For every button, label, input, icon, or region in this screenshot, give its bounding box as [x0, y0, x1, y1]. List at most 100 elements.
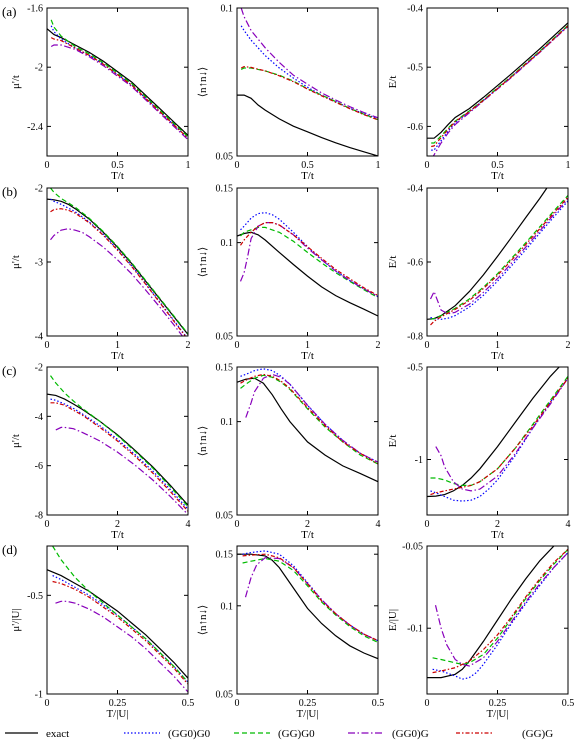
x-tick-label: 0 [425, 340, 430, 351]
y-tick-label: -0.6 [407, 122, 423, 133]
y-tick-label: -0.6 [407, 258, 423, 269]
x-tick-label: 0.5 [372, 698, 385, 709]
panel-12: 0 0.25 0.5 -0.05 -0.1 T/|U| E/|U| [387, 542, 574, 721]
series-gg0-g0 [242, 550, 378, 642]
plot-frame [426, 187, 569, 337]
x-tick-label: 0.5 [562, 698, 575, 709]
y-tick-label: 0.05 [216, 511, 234, 522]
y-tick-label: -4 [35, 412, 43, 423]
x-tick-label: 0 [425, 519, 430, 530]
series-exact [427, 367, 560, 498]
panel-8-series [237, 368, 378, 483]
x-tick-label: 2 [115, 519, 120, 530]
x-tick-label: 0.25 [489, 698, 507, 709]
x-tick-label: 0 [235, 698, 240, 709]
y-tick-label: 0.1 [221, 238, 234, 249]
y-tick-label: -0.5 [27, 591, 43, 602]
y-axis-label: ⟨n↑n↓⟩ [197, 605, 209, 636]
y-axis-label: E/t [387, 76, 399, 89]
y-axis-label: E/t [387, 256, 399, 269]
panel-12-series [427, 546, 568, 680]
series-gg-g [52, 580, 188, 685]
x-tick-label: 2 [305, 519, 310, 530]
row-label: (d) [2, 542, 17, 557]
x-axis-label: T/t [491, 170, 504, 182]
x-tick-label: 0 [45, 340, 50, 351]
x-axis-label: T/t [111, 170, 124, 182]
x-tick-label: 0 [235, 160, 240, 171]
y-axis-label: μ'/t [10, 255, 22, 269]
legend-entry-gg0g0: (GG0)G0 [124, 728, 211, 740]
series-gg-g0 [240, 374, 378, 465]
panel-4: 0 1 2 -2 -3 -4 T/t μ'/t (b) [2, 184, 191, 363]
series-exact [237, 377, 378, 483]
series-gg0-g [245, 373, 378, 463]
series-gg-g0 [240, 67, 378, 121]
series-gg-g0 [50, 19, 188, 138]
y-tick-label: -1 [415, 455, 423, 466]
series-gg-g [240, 373, 378, 465]
series-gg-g [50, 402, 188, 512]
panels: 0 0.5 1 -1.6 -2 -2.4 T/t μ'/t (a) 0 0.5 1 0.05 0.1 T/t… [2, 4, 574, 721]
y-tick-label: -6 [35, 461, 43, 472]
y-tick-label: -0.4 [407, 184, 423, 195]
x-axis-label: T/t [111, 529, 124, 541]
x-tick-label: 1 [495, 340, 500, 351]
panel-8: 0 2 4 0.05 0.1 0.15 T/t ⟨n↑n↓⟩ [197, 363, 381, 542]
y-tick-label: -0.1 [407, 624, 423, 635]
legend-label-gg0g: (GG0)G [392, 728, 429, 740]
panel-5-series [237, 211, 378, 317]
x-tick-label: 0 [425, 698, 430, 709]
series-gg0-g [434, 552, 568, 667]
y-axis-label: ⟨n↑n↓⟩ [197, 67, 209, 98]
panel-2-series [237, 8, 378, 156]
series-gg0-g0 [432, 552, 568, 680]
series-exact [237, 94, 378, 156]
y-tick-label: 0.1 [221, 601, 234, 612]
y-tick-label: -0.8 [407, 332, 423, 343]
y-tick-label: -0.5 [407, 63, 423, 74]
x-axis-label: T/|U| [296, 708, 318, 720]
series-gg-g0 [50, 375, 188, 507]
series-gg0-g [244, 557, 378, 642]
series-gg-g [242, 553, 378, 642]
x-tick-label: 4 [566, 519, 571, 530]
series-exact [427, 546, 555, 679]
legend-label-exact: exact [46, 728, 69, 740]
series-gg-g0 [50, 188, 188, 335]
y-tick-label: 0.1 [221, 417, 234, 428]
x-tick-label: 0 [45, 160, 50, 171]
x-tick-label: 0.25 [299, 698, 317, 709]
x-axis-label: T/|U| [106, 708, 128, 720]
x-tick-label: 0 [235, 340, 240, 351]
y-axis-label: μ'/|U| [10, 608, 22, 631]
legend-label-ggg: (GG)G [522, 728, 553, 740]
x-tick-label: 1 [115, 340, 120, 351]
series-gg0-g [432, 25, 568, 156]
series-gg-g0 [430, 375, 568, 486]
x-tick-label: 1 [566, 160, 571, 171]
series-gg-g [432, 548, 568, 674]
panel-3: 0 0.5 1 -0.4 -0.5 -0.6 T/t E/t [387, 4, 571, 183]
legend-entry-ggg: (GG)G [456, 728, 553, 740]
x-tick-label: 0.25 [109, 698, 127, 709]
legend-label-gg0g0: (GG0)G0 [168, 728, 211, 740]
x-tick-label: 1 [186, 160, 191, 171]
y-tick-label: -3 [35, 258, 43, 269]
series-gg-g0 [431, 24, 568, 144]
series-gg0-g0 [240, 25, 378, 120]
panel-11: 0 0.25 0.5 0.05 0.1 0.15 T/|U| ⟨n↑n↓⟩ [197, 545, 385, 720]
x-tick-label: 0 [45, 698, 50, 709]
y-tick-label: 0.1 [221, 4, 234, 15]
panel-9: 0 2 4 -0.5 -1 T/t E/t [387, 363, 571, 542]
panel-4-series [47, 188, 188, 336]
x-tick-label: 0 [235, 519, 240, 530]
legend-entry-ggg0: (GG)G0 [234, 728, 315, 740]
y-axis-label: E/t [387, 435, 399, 448]
series-exact [237, 553, 378, 660]
series-gg-g0 [240, 226, 378, 299]
plot-frame [236, 545, 379, 695]
series-gg-g [50, 37, 188, 139]
x-tick-label: 0.5 [491, 160, 504, 171]
y-tick-label: -0.05 [402, 542, 423, 553]
